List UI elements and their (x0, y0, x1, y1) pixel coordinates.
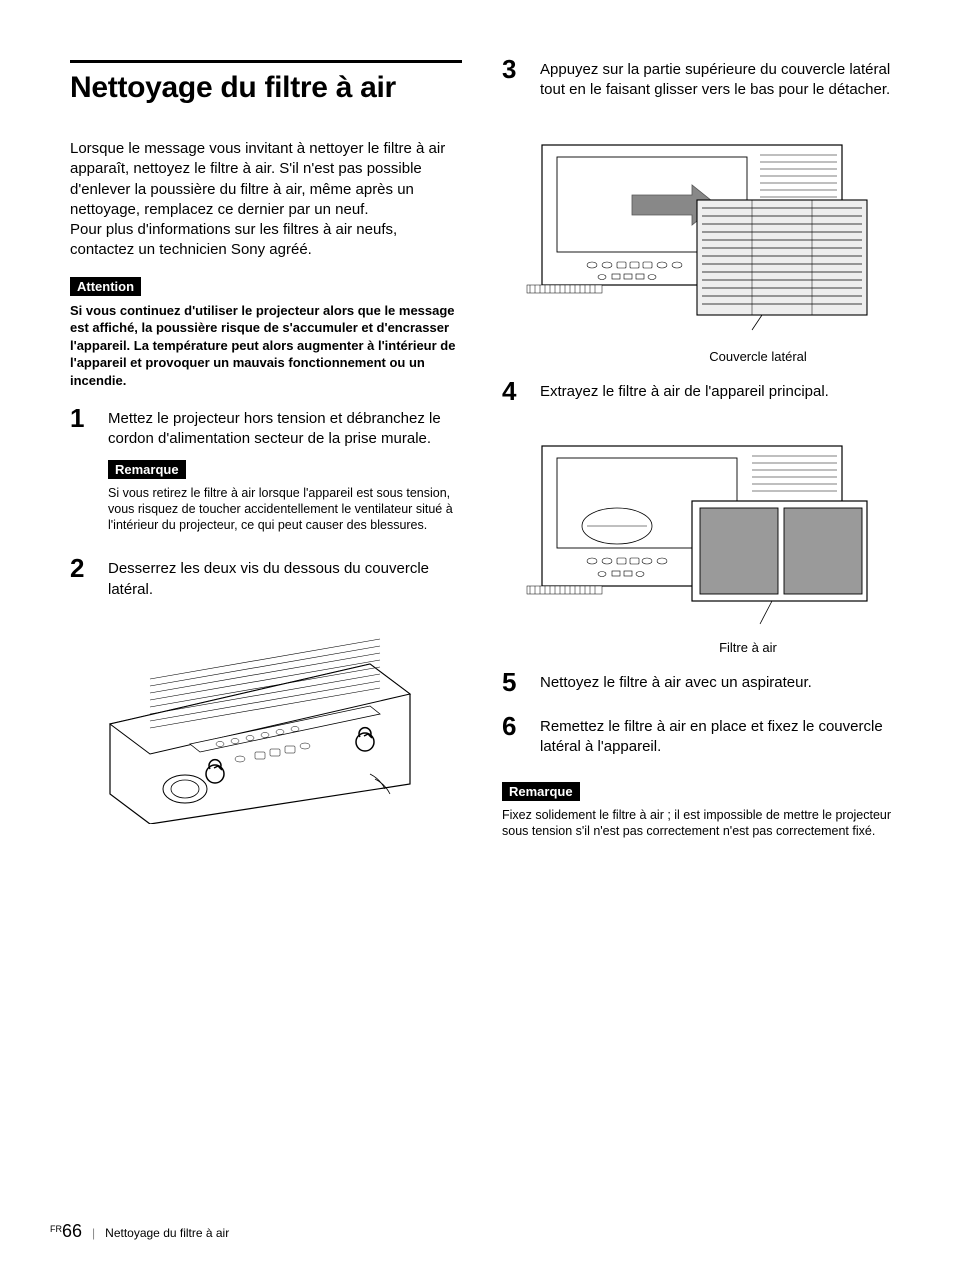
footer-lang: FR (50, 1224, 62, 1234)
footer-page: FR66 (50, 1221, 82, 1242)
figure-caption: Filtre à air (602, 640, 894, 655)
remarque-label: Remarque (108, 460, 186, 479)
step-body: Nettoyez le filtre à air avec un aspirat… (540, 673, 894, 703)
step-text: Desserrez les deux vis du dessous du cou… (108, 559, 462, 600)
step-6: 6 Remettez le filtre à air en place et f… (502, 717, 894, 768)
figure-air-filter: Filtre à air (502, 426, 894, 655)
step-2: 2 Desserrez les deux vis du dessous du c… (70, 559, 462, 610)
figure-caption: Couvercle latéral (622, 349, 894, 364)
page-title: Nettoyage du filtre à air (70, 71, 462, 105)
step-body: Desserrez les deux vis du dessous du cou… (108, 559, 462, 610)
step-number: 3 (502, 56, 522, 111)
step-number: 6 (502, 713, 522, 768)
step-body: Extrayez le filtre à air de l'appareil p… (540, 382, 894, 412)
projector-bottom-illustration (70, 624, 430, 824)
left-column: Nettoyage du filtre à air Lorsque le mes… (70, 60, 462, 851)
title-rule (70, 60, 462, 63)
step-5: 5 Nettoyez le filtre à air avec un aspir… (502, 673, 894, 703)
footer-title: Nettoyage du filtre à air (105, 1226, 229, 1240)
step-text: Mettez le projecteur hors tension et déb… (108, 409, 462, 450)
attention-text: Si vous continuez d'utiliser le projecte… (70, 302, 462, 390)
step-text: Appuyez sur la partie supérieure du couv… (540, 60, 894, 101)
footer-separator: | (92, 1226, 95, 1240)
step-body: Mettez le projecteur hors tension et déb… (108, 409, 462, 545)
intro-text: Lorsque le message vous invitant à netto… (70, 139, 462, 261)
step-3: 3 Appuyez sur la partie supérieure du co… (502, 60, 894, 111)
step-text: Nettoyez le filtre à air avec un aspirat… (540, 673, 894, 693)
air-filter-illustration (502, 426, 882, 636)
step-1: 1 Mettez le projecteur hors tension et d… (70, 409, 462, 545)
footer-page-number: 66 (62, 1221, 82, 1241)
step-note: Si vous retirez le filtre à air lorsque … (108, 485, 462, 534)
step-text: Remettez le filtre à air en place et fix… (540, 717, 894, 758)
step-text: Extrayez le filtre à air de l'appareil p… (540, 382, 894, 402)
step-number: 5 (502, 669, 522, 703)
side-cover-illustration (502, 125, 882, 345)
final-note: Fixez solidement le filtre à air ; il es… (502, 807, 894, 840)
step-number: 4 (502, 378, 522, 412)
page-content: Nettoyage du filtre à air Lorsque le mes… (0, 0, 954, 891)
right-column: 3 Appuyez sur la partie supérieure du co… (502, 60, 894, 851)
step-body: Remettez le filtre à air en place et fix… (540, 717, 894, 768)
figure-side-cover: Couvercle latéral (502, 125, 894, 364)
attention-label: Attention (70, 277, 141, 296)
page-footer: FR66 | Nettoyage du filtre à air (50, 1221, 229, 1242)
figure-projector-bottom (70, 624, 462, 824)
step-body: Appuyez sur la partie supérieure du couv… (540, 60, 894, 111)
step-4: 4 Extrayez le filtre à air de l'appareil… (502, 382, 894, 412)
step-number: 1 (70, 405, 90, 545)
step-number: 2 (70, 555, 90, 610)
remarque-label-2: Remarque (502, 782, 580, 801)
